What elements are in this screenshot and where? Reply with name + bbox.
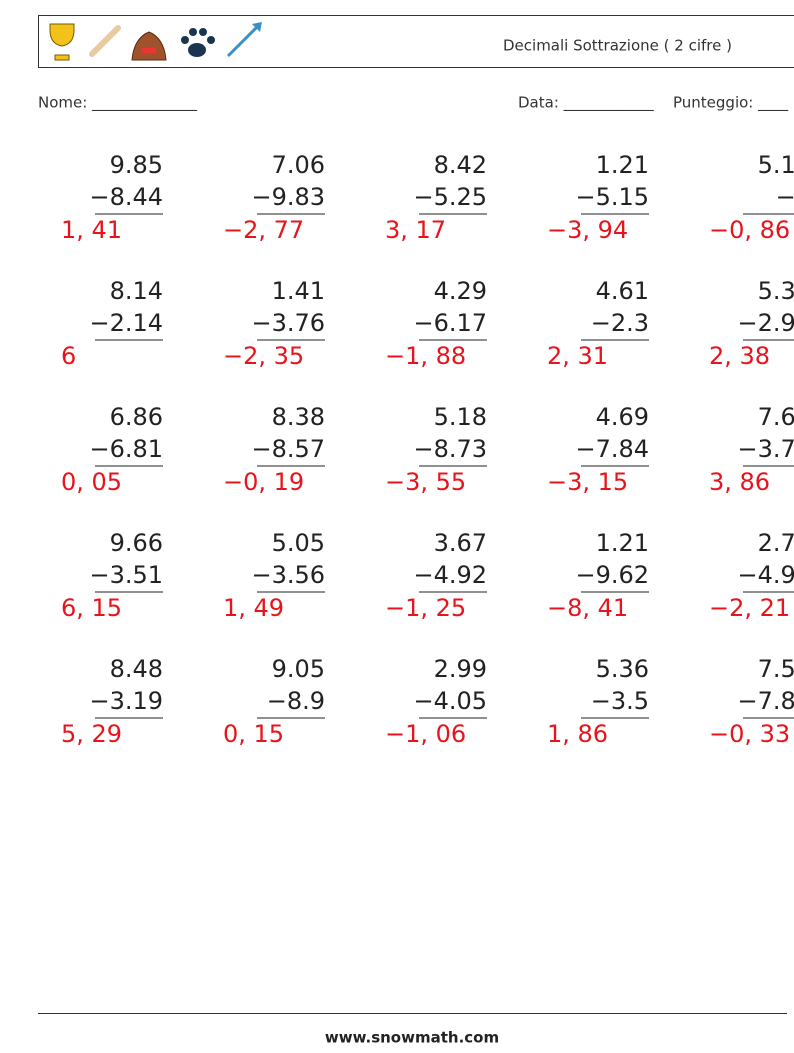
subtrahend: −8.44 bbox=[89, 183, 163, 211]
header-icons bbox=[49, 22, 262, 61]
answer: 6 bbox=[61, 342, 76, 370]
minuend: 8.14 bbox=[110, 277, 163, 305]
answer: −0, 86 bbox=[709, 216, 790, 244]
answer: 2, 31 bbox=[547, 342, 608, 370]
minuend: 4.61 bbox=[596, 277, 649, 305]
subtrahend: −7.84 bbox=[575, 435, 649, 463]
answer: 3, 17 bbox=[385, 216, 446, 244]
answer: −8, 41 bbox=[547, 594, 628, 622]
answer: −3, 94 bbox=[547, 216, 628, 244]
minuend: 5.14 bbox=[758, 151, 794, 179]
minuend: 8.42 bbox=[434, 151, 487, 179]
answer: −1, 88 bbox=[385, 342, 466, 370]
minuend: 1.21 bbox=[596, 151, 649, 179]
subtrahend: −2.14 bbox=[89, 309, 163, 337]
subtrahend: −3.56 bbox=[251, 561, 325, 589]
worksheet-title: Decimali Sottrazione ( 2 cifre ) bbox=[503, 37, 732, 55]
minuend: 3.67 bbox=[434, 529, 487, 557]
minuend: 1.21 bbox=[596, 529, 649, 557]
answer: 1, 86 bbox=[547, 720, 608, 748]
minuend: 1.41 bbox=[272, 277, 325, 305]
subtrahend: −9.83 bbox=[251, 183, 325, 211]
minuend: 9.05 bbox=[272, 655, 325, 683]
minuend: 7.64 bbox=[758, 403, 794, 431]
minuend: 2.72 bbox=[758, 529, 794, 557]
subtrahend: −2.3 bbox=[591, 309, 649, 337]
minuend: 5.34 bbox=[758, 277, 794, 305]
answer: −2, 21 bbox=[709, 594, 790, 622]
subtrahend: −2.96 bbox=[737, 309, 794, 337]
score-field: Punteggio: ____ bbox=[673, 94, 789, 113]
fish-head bbox=[252, 22, 262, 32]
minuend: 2.99 bbox=[434, 655, 487, 683]
subtrahend: −3.19 bbox=[89, 687, 163, 715]
answer: −0, 19 bbox=[223, 468, 304, 496]
pile-icon bbox=[131, 31, 167, 61]
pile-bone bbox=[142, 48, 156, 53]
fish-icon bbox=[226, 24, 260, 58]
answer: 1, 41 bbox=[61, 216, 122, 244]
header-box bbox=[38, 15, 794, 68]
minuend: 8.48 bbox=[110, 655, 163, 683]
date-field: Data: ____________ bbox=[518, 94, 654, 113]
answer: 1, 49 bbox=[223, 594, 284, 622]
subtrahend: −5.25 bbox=[413, 183, 487, 211]
subtrahend: −4.05 bbox=[413, 687, 487, 715]
minuend: 8.38 bbox=[272, 403, 325, 431]
subtrahend: −6.17 bbox=[413, 309, 487, 337]
minuend: 7.52 bbox=[758, 655, 794, 683]
minuend: 9.85 bbox=[110, 151, 163, 179]
subtrahend: −4.92 bbox=[413, 561, 487, 589]
subtrahend: −3.78 bbox=[737, 435, 794, 463]
answer: 2, 38 bbox=[709, 342, 770, 370]
paw-icon bbox=[181, 28, 215, 57]
trophy-icon bbox=[49, 23, 75, 47]
answer: −1, 25 bbox=[385, 594, 466, 622]
subtrahend: −6 bbox=[776, 183, 794, 211]
subtrahend: −3.76 bbox=[251, 309, 325, 337]
subtrahend: −8.57 bbox=[251, 435, 325, 463]
answer: 6, 15 bbox=[61, 594, 122, 622]
answer: −3, 55 bbox=[385, 468, 466, 496]
answer: −1, 06 bbox=[385, 720, 466, 748]
subtrahend: −8.9 bbox=[267, 687, 325, 715]
answer: −3, 15 bbox=[547, 468, 628, 496]
answer: 0, 15 bbox=[223, 720, 284, 748]
answer: −2, 35 bbox=[223, 342, 304, 370]
name-field: Nome: ______________ bbox=[38, 94, 198, 113]
minuend: 6.86 bbox=[110, 403, 163, 431]
subtrahend: −3.51 bbox=[89, 561, 163, 589]
answer: 0, 05 bbox=[61, 468, 122, 496]
minuend: 7.06 bbox=[272, 151, 325, 179]
subtrahend: −7.85 bbox=[737, 687, 794, 715]
minuend: 5.36 bbox=[596, 655, 649, 683]
subtrahend: −6.81 bbox=[89, 435, 163, 463]
answer: 3, 86 bbox=[709, 468, 770, 496]
minuend: 5.05 bbox=[272, 529, 325, 557]
answer: −2, 77 bbox=[223, 216, 304, 244]
answer: −0, 33 bbox=[709, 720, 790, 748]
minuend: 4.29 bbox=[434, 277, 487, 305]
minuend: 9.66 bbox=[110, 529, 163, 557]
subtrahend: −3.5 bbox=[591, 687, 649, 715]
subtrahend: −5.15 bbox=[575, 183, 649, 211]
subtrahend: −8.73 bbox=[413, 435, 487, 463]
minuend: 4.69 bbox=[596, 403, 649, 431]
trophy-base bbox=[54, 54, 70, 61]
minuend: 5.18 bbox=[434, 403, 487, 431]
answer: 5, 29 bbox=[61, 720, 122, 748]
subtrahend: −4.93 bbox=[737, 561, 794, 589]
footer-url: www.snowmath.com bbox=[325, 1029, 499, 1047]
subtrahend: −9.62 bbox=[575, 561, 649, 589]
bone-icon bbox=[89, 25, 121, 57]
